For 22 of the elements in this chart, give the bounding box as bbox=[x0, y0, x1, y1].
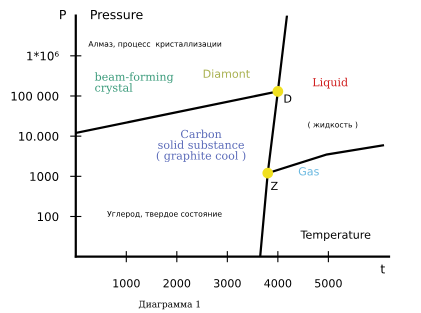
x-tick-label: 3000 bbox=[214, 279, 241, 288]
y-tick-label: 1*10⁶ bbox=[27, 52, 59, 60]
x-tick-label: 5000 bbox=[315, 279, 342, 288]
annotation: Z bbox=[271, 182, 278, 190]
annotation: D bbox=[284, 94, 292, 103]
annotation: Liquid bbox=[312, 78, 348, 89]
y-tick-label: 1000 bbox=[30, 172, 58, 181]
annotation: Carbon solid substance ( graphite cool ) bbox=[156, 130, 246, 162]
x-tick-label: 1000 bbox=[113, 279, 140, 288]
y-tick-label: 100 000 bbox=[12, 92, 58, 101]
text: Диаграмма 1 bbox=[138, 300, 200, 310]
annotation: beam-forming crystal bbox=[94, 72, 174, 94]
x-tick-label: 2000 bbox=[163, 279, 190, 288]
annotation: Diamont bbox=[204, 69, 250, 78]
x-tick-label: 4000 bbox=[264, 279, 292, 288]
annotation: Gas bbox=[298, 167, 319, 176]
y-tick-label: 10.000 bbox=[19, 132, 58, 141]
text: P bbox=[60, 10, 66, 20]
x-axis-title: Temperature bbox=[300, 230, 370, 241]
text: t bbox=[380, 264, 385, 274]
y-tick-label: 100 bbox=[38, 212, 58, 222]
y-axis-title: Pressure bbox=[91, 10, 143, 20]
